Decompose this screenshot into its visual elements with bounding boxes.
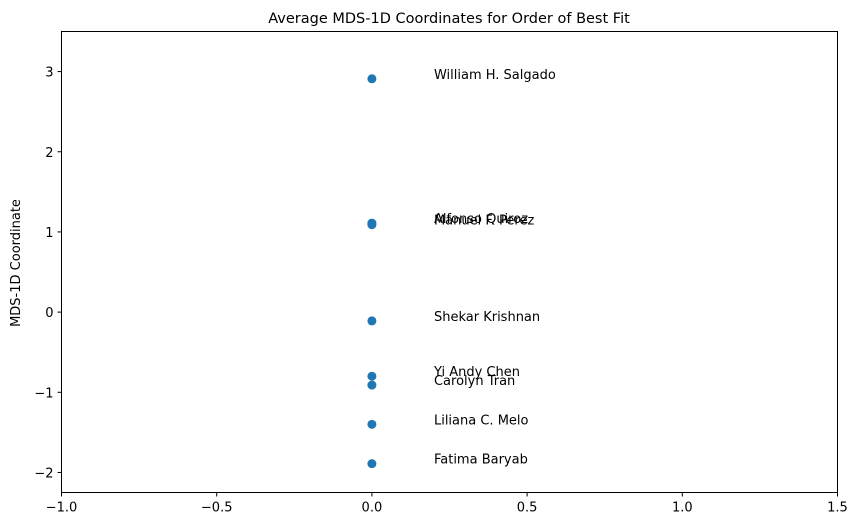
data-points	[367, 74, 377, 469]
chart-title: Average MDS-1D Coordinates for Order of …	[268, 11, 630, 27]
point-label: Manuel F. Perez	[434, 214, 534, 229]
x-tick-label: −1.0	[46, 501, 78, 516]
data-point	[367, 371, 377, 381]
point-label: Liliana C. Melo	[434, 413, 529, 428]
data-point	[367, 419, 377, 429]
y-tick-label: −1	[34, 386, 53, 401]
point-label: Fatima Baryab	[434, 453, 528, 468]
plot-frame	[61, 31, 838, 493]
data-point	[367, 220, 377, 230]
y-tick-label: 2	[45, 146, 53, 161]
y-axis-ticks: −2 −1 0 1 2 3	[34, 66, 62, 481]
x-tick-label: 1.5	[827, 501, 848, 516]
y-tick-label: −2	[34, 466, 53, 481]
data-point	[367, 316, 377, 326]
point-label: William H. Salgado	[434, 68, 556, 83]
x-tick-label: −0.5	[201, 501, 233, 516]
y-tick-label: 1	[45, 226, 53, 241]
x-tick-label: 1.0	[672, 501, 693, 516]
point-label: Carolyn Tran	[434, 374, 515, 389]
data-point	[367, 380, 377, 390]
point-label: Shekar Krishnan	[434, 310, 540, 325]
point-label: Yi Andy Chen	[433, 365, 520, 380]
x-axis-ticks: −1.0 −0.5 0.0 0.5 1.0 1.5	[46, 492, 848, 516]
point-label: Alfonso Quiroz	[434, 212, 528, 227]
y-tick-label: 3	[45, 66, 53, 81]
y-tick-label: 0	[45, 306, 53, 321]
x-tick-label: 0.0	[362, 501, 383, 516]
x-tick-label: 0.5	[517, 501, 538, 516]
y-axis-label: MDS-1D Coordinate	[9, 199, 24, 327]
data-point	[367, 459, 377, 469]
data-point	[367, 74, 377, 84]
